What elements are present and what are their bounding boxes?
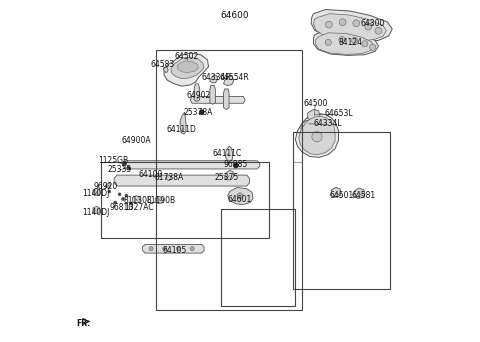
Polygon shape <box>93 206 100 214</box>
Bar <box>101 162 269 238</box>
Text: 64502: 64502 <box>175 52 199 61</box>
Circle shape <box>199 110 204 115</box>
Polygon shape <box>194 84 200 102</box>
Text: 1327AC: 1327AC <box>124 203 154 212</box>
Text: 64334L: 64334L <box>314 119 343 128</box>
Text: FR.: FR. <box>76 319 90 328</box>
Polygon shape <box>354 188 365 198</box>
Polygon shape <box>180 112 186 134</box>
Polygon shape <box>225 170 234 180</box>
Polygon shape <box>164 53 208 86</box>
Bar <box>156 50 301 310</box>
Text: 1125GB: 1125GB <box>98 156 129 165</box>
Polygon shape <box>167 175 171 181</box>
Text: 64600: 64600 <box>220 11 249 20</box>
Polygon shape <box>163 67 168 73</box>
Text: 64111C: 64111C <box>212 149 241 158</box>
Circle shape <box>125 194 128 197</box>
Text: 25335: 25335 <box>108 165 132 174</box>
Circle shape <box>339 37 345 43</box>
Text: 64653L: 64653L <box>325 109 353 118</box>
Polygon shape <box>210 86 216 104</box>
Text: 64554R: 64554R <box>220 74 250 82</box>
Circle shape <box>121 198 124 200</box>
Circle shape <box>190 247 194 251</box>
Circle shape <box>365 23 372 30</box>
Text: 81130L: 81130L <box>123 196 152 205</box>
Text: 64300: 64300 <box>360 19 385 28</box>
Circle shape <box>325 39 331 45</box>
Bar <box>293 132 390 289</box>
Circle shape <box>233 163 238 168</box>
Polygon shape <box>301 120 314 131</box>
Circle shape <box>149 247 153 251</box>
Polygon shape <box>224 89 229 109</box>
Polygon shape <box>224 76 234 86</box>
Text: 25375: 25375 <box>214 173 239 182</box>
Text: 96920: 96920 <box>94 182 118 191</box>
Text: 64100: 64100 <box>139 170 163 179</box>
Circle shape <box>122 161 126 166</box>
Circle shape <box>312 132 322 142</box>
Circle shape <box>130 202 132 205</box>
Polygon shape <box>210 75 218 83</box>
Circle shape <box>114 201 117 204</box>
Polygon shape <box>123 161 260 169</box>
Circle shape <box>325 21 332 28</box>
Polygon shape <box>313 14 386 41</box>
Circle shape <box>353 20 360 27</box>
Polygon shape <box>143 245 204 253</box>
Bar <box>221 209 295 306</box>
Text: 64501: 64501 <box>330 191 354 200</box>
Text: 64900A: 64900A <box>122 136 152 145</box>
Circle shape <box>370 44 376 50</box>
Polygon shape <box>132 196 140 203</box>
Polygon shape <box>191 96 245 103</box>
Polygon shape <box>311 10 392 42</box>
Polygon shape <box>114 175 250 186</box>
Polygon shape <box>299 116 335 155</box>
Text: 64902: 64902 <box>186 91 210 100</box>
Text: 96810: 96810 <box>110 203 134 212</box>
Polygon shape <box>228 187 253 205</box>
Polygon shape <box>308 109 320 121</box>
Text: 64334R: 64334R <box>201 74 231 82</box>
Circle shape <box>163 247 167 251</box>
Polygon shape <box>331 187 341 197</box>
Circle shape <box>375 27 382 34</box>
Polygon shape <box>105 183 111 188</box>
Text: 64601: 64601 <box>228 195 252 203</box>
Polygon shape <box>315 33 374 54</box>
Text: 64500: 64500 <box>303 99 327 108</box>
Circle shape <box>127 167 131 170</box>
Polygon shape <box>93 188 100 196</box>
Circle shape <box>108 190 111 193</box>
Circle shape <box>362 41 368 47</box>
Text: 96985: 96985 <box>224 160 248 169</box>
Text: 25378A: 25378A <box>183 108 213 117</box>
Text: 1140DJ: 1140DJ <box>82 208 109 217</box>
Text: 81190B: 81190B <box>146 196 175 205</box>
Polygon shape <box>171 57 204 79</box>
Polygon shape <box>313 30 379 55</box>
Circle shape <box>339 19 346 26</box>
Text: 84124: 84124 <box>338 38 362 47</box>
Polygon shape <box>155 196 163 204</box>
Text: 64583: 64583 <box>151 61 175 69</box>
Circle shape <box>118 193 121 196</box>
Text: 64105: 64105 <box>162 246 186 255</box>
Polygon shape <box>295 114 338 157</box>
Text: 81738A: 81738A <box>154 173 183 182</box>
Circle shape <box>176 247 180 251</box>
Circle shape <box>237 193 243 198</box>
Text: 64111D: 64111D <box>166 126 196 134</box>
Polygon shape <box>177 61 198 73</box>
Circle shape <box>351 37 358 43</box>
Text: 1140DJ: 1140DJ <box>82 189 109 198</box>
Text: 64581: 64581 <box>352 191 376 200</box>
Polygon shape <box>226 146 232 161</box>
